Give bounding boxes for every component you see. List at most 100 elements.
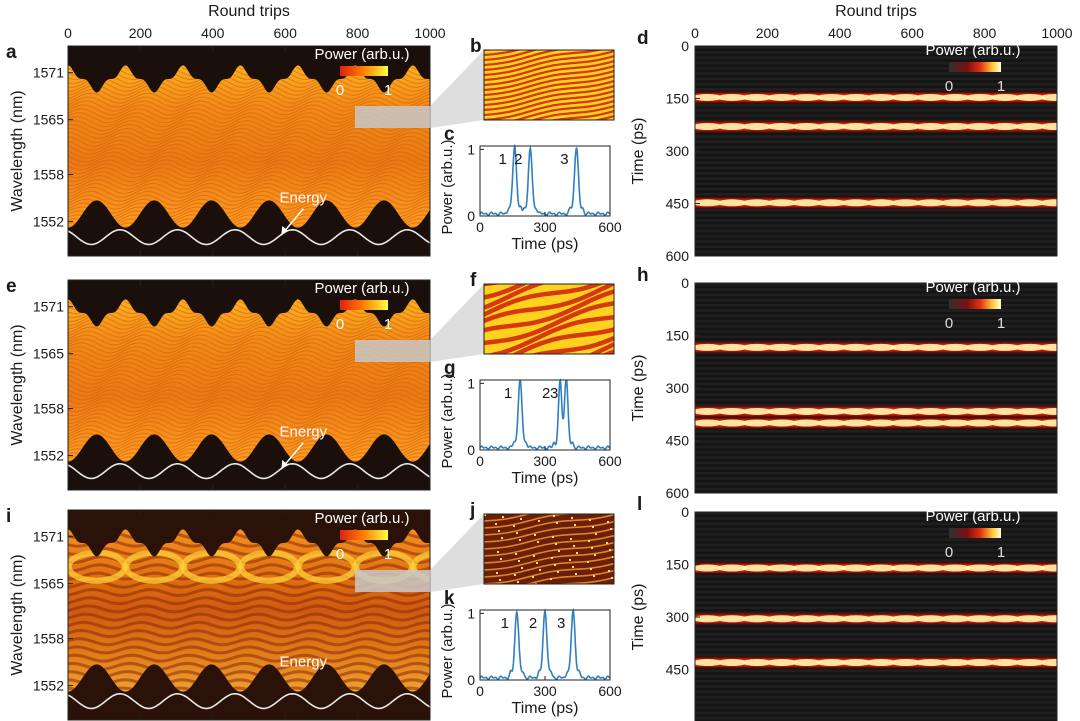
background-ripple [695,456,1057,459]
pulse-hotspot [717,407,748,415]
y-tick-label: 1571 [33,529,64,545]
inset-fringe [484,514,532,522]
pulse-hotspot [741,615,772,623]
pulse-hotspot [717,93,748,101]
pulse-hotspot [695,615,723,623]
colorbar-gradient [340,530,388,540]
background-ripple [695,82,1057,86]
colorbar-max-label: 1 [997,544,1005,561]
background-ripple [695,435,1057,438]
y-axis-label: Power (arb.u.) [439,139,456,234]
pulse-hotspot [1014,343,1045,351]
plot-frame [479,609,611,681]
pulse-hotspot [1014,564,1045,572]
colorbar-max-label: 1 [384,316,392,333]
spectral-fringe [68,135,430,147]
x-tick-label: 300 [533,683,557,699]
pulse-hotspot [717,419,748,427]
noise-speck [575,573,577,575]
background-ripple [695,685,1057,688]
pulse-hotspot [915,199,946,207]
plot-frame [67,279,431,491]
background-ripple [695,56,1057,60]
noise-speck [536,562,538,564]
inset-fringe [484,514,578,529]
background-ripple [695,151,1057,154]
pulse-hotspot [766,419,797,427]
panel-label: h [637,265,649,286]
background-ripple [695,606,1057,610]
background-ripple [695,706,1057,709]
background-ripple [695,356,1057,360]
background-ripple [695,61,1057,65]
colorbar-gradient [340,300,388,310]
y-tick-label: 1565 [33,346,64,362]
arrow-head [281,226,289,235]
y-axis-label: Wavelength (nm) [9,554,26,675]
y-tick-label: 150 [666,328,690,344]
colorbar-title: Power (arb.u.) [925,42,1020,59]
panel-label: i [6,506,11,527]
noise-speck [595,533,597,535]
noise-speck [554,564,556,566]
background-ripple [695,648,1057,652]
noise-speck [501,537,503,539]
background-ripple [695,166,1057,170]
background-ripple [695,638,1057,641]
y-tick-label: 1 [467,605,475,621]
y-axis-label: Wavelength (nm) [9,90,26,211]
zoom-connector [430,50,484,128]
spectral-fringe [68,436,430,448]
inset-fringe [484,289,614,333]
noise-speck [609,549,611,551]
zoom-connector [430,284,484,362]
background-ripple [695,632,1057,636]
spectral-fringe [68,460,430,462]
noise-speck [588,540,590,542]
inset-fringe [484,527,614,550]
inset-fringe [484,301,614,346]
background-ripple [695,538,1057,541]
spectral-fringe [68,596,430,606]
spectral-fringe [68,178,430,191]
pulse-hotspot [890,564,921,572]
colorbar-max-label: 1 [997,315,1005,332]
spectral-fringe [68,338,430,350]
spectral-fringe [68,401,430,413]
inset-fringe [530,105,614,120]
pulse-hotspot [841,123,872,130]
pulse-hotspot [816,199,847,207]
colorbar-min-label: 0 [945,78,953,95]
colorbar-title: Power (arb.u.) [314,280,409,297]
x-tick-label: 600 [901,25,925,41]
inset-fringe [484,284,614,324]
y-axis-label: Time (ps) [630,355,647,422]
energy-annotation: Energy [280,189,328,206]
spectral-fringe [68,318,430,330]
spectral-fringe [68,171,430,183]
spectral-fringe [68,670,430,680]
noise-speck [537,541,539,543]
inset-fringe [485,314,614,354]
spectral-fringe [68,198,430,210]
background-ripple [695,716,1057,720]
spectral-fringe [68,127,430,140]
background-ripple [695,627,1057,631]
y-tick-label: 1 [467,141,475,157]
x-tick-label: 0 [64,25,72,41]
pulse-hotspot [841,419,872,427]
noise-speck [591,547,593,549]
inset-fringe [484,6,614,30]
background-ripple [695,214,1057,217]
x-axis-label: Time (ps) [512,700,579,717]
pulse-hotspot [816,564,847,572]
pulse-hotspot [915,419,946,427]
x-tick-label: 600 [598,219,622,235]
plot-frame [67,45,431,257]
spectral-fringe [68,444,430,456]
y-tick-label: 1565 [33,576,64,592]
pulse-hotspot [865,659,896,666]
pulse-hotspot [791,419,822,427]
spectral-fringe [68,163,430,175]
